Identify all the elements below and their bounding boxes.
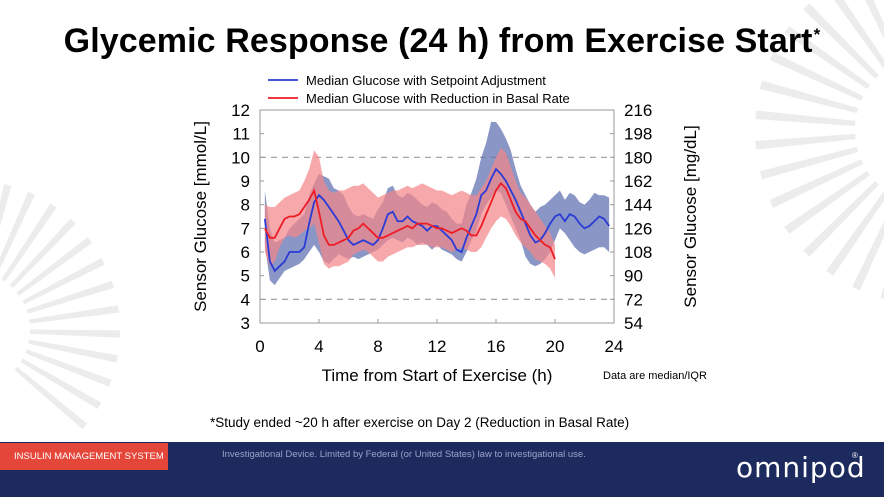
x-tick-label: 20 xyxy=(546,337,565,356)
y-tick-label: 8 xyxy=(241,196,250,215)
background-ray xyxy=(14,366,88,430)
median-line-basal xyxy=(264,181,556,260)
y2-tick-label: 72 xyxy=(624,290,643,309)
right-ray-pattern xyxy=(755,0,884,299)
logo-registered-mark: ® xyxy=(852,451,858,460)
background-ray xyxy=(755,110,856,127)
background-ray xyxy=(0,191,35,269)
background-ray xyxy=(22,257,105,305)
legend-label: Median Glucose with Setpoint Adjustment xyxy=(306,73,546,88)
y-tick-label: 9 xyxy=(241,172,250,191)
background-ray xyxy=(826,191,884,276)
x-tick-label: 24 xyxy=(605,337,624,356)
y2-tick-label: 162 xyxy=(624,172,652,191)
background-ray xyxy=(803,181,879,257)
y2-tick-label: 180 xyxy=(624,148,652,167)
background-ray xyxy=(26,280,114,314)
background-ray xyxy=(784,170,871,234)
y-tick-label: 3 xyxy=(241,314,250,333)
slide-title: Glycemic Response (24 h) from Exercise S… xyxy=(0,22,884,61)
x-tick-label: 8 xyxy=(373,337,382,356)
background-ray xyxy=(852,221,884,291)
background-ray xyxy=(755,133,856,150)
background-ray xyxy=(769,52,864,101)
background-ray xyxy=(28,339,118,363)
y2-tick-label: 198 xyxy=(624,125,652,144)
x-tick-label: 0 xyxy=(255,337,264,356)
y-axis-label-left: Sensor Glucose [mmol/L] xyxy=(191,121,210,312)
background-ray xyxy=(25,349,112,387)
background-ray xyxy=(769,159,864,208)
y2-tick-label: 216 xyxy=(624,101,652,120)
median-lines xyxy=(263,167,610,273)
glucose-chart: 0 4 8 12 16 20 24 3 4 5 6 7 8 9 10 11 12 54 72 90 108 126 144 1… xyxy=(191,73,707,385)
omnipod-logo: omnipod xyxy=(736,451,866,484)
study-footnote: *Study ended ~20 h after exercise on Day… xyxy=(210,415,630,430)
x-tick-label: 12 xyxy=(428,337,447,356)
background-ray xyxy=(759,146,859,180)
background-ray xyxy=(1,203,57,282)
background-ray xyxy=(9,218,76,288)
background-ray xyxy=(834,0,884,69)
y-tick-label: 4 xyxy=(241,290,250,309)
y2-tick-label: 144 xyxy=(624,196,652,215)
y-axis-label-right: Sensor Glucose [mg/dL] xyxy=(681,125,700,307)
y-tick-label: 11 xyxy=(232,125,250,144)
x-axis-label: Time from Start of Exercise (h) xyxy=(322,366,553,385)
background-ray xyxy=(0,183,12,227)
background-ray xyxy=(759,80,859,114)
left-ray-pattern xyxy=(0,183,120,430)
y2-tick-label: 108 xyxy=(624,243,652,262)
y-tick-label: 12 xyxy=(231,101,250,120)
y2-tick-label: 126 xyxy=(624,219,652,238)
background-ray xyxy=(880,285,884,299)
axis-ticks: 0 4 8 12 16 20 24 3 4 5 6 7 8 9 10 11 12 54 72 90 108 126 144 1… xyxy=(231,101,652,356)
y-tick-label: 7 xyxy=(241,219,250,238)
y2-tick-label: 54 xyxy=(624,314,643,333)
iqr-bands xyxy=(264,121,610,286)
y-tick-label: 10 xyxy=(231,148,250,167)
background-ray xyxy=(803,3,879,79)
background-ray xyxy=(29,305,119,324)
chart-legend: Median Glucose with Setpoint Adjustment M… xyxy=(268,73,570,106)
y-tick-label: 6 xyxy=(241,243,250,262)
x-tick-label: 4 xyxy=(314,337,323,356)
background-ray xyxy=(29,329,120,338)
background-ray xyxy=(784,26,871,90)
iqr-band-basal xyxy=(264,147,555,279)
x-tick-label: 16 xyxy=(487,337,506,356)
chart-note: Data are median/IQR xyxy=(603,370,707,382)
background-ray xyxy=(16,236,93,296)
background-ray xyxy=(20,358,102,410)
footer-system-tag: INSULIN MANAGEMENT SYSTEM xyxy=(0,443,168,470)
median-line-setpoint xyxy=(263,167,610,273)
y-tick-label: 5 xyxy=(241,267,250,286)
title-footnote-mark: * xyxy=(813,24,821,44)
slide-title-text: Glycemic Response (24 h) from Exercise S… xyxy=(63,22,813,60)
footer-disclaimer: Investigational Device. Limited by Feder… xyxy=(222,449,586,460)
y2-tick-label: 90 xyxy=(624,267,643,286)
legend-label: Median Glucose with Reduction in Basal R… xyxy=(306,91,570,106)
background-ray xyxy=(865,0,884,39)
